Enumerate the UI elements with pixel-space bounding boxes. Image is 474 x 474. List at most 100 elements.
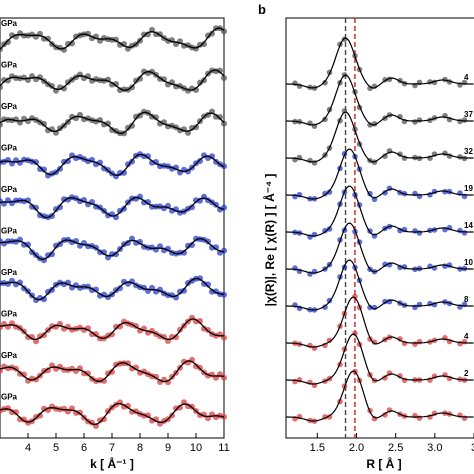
panel-b-data-point <box>322 190 328 197</box>
panel-a-data-point <box>145 153 151 160</box>
panel-a-data-point <box>153 114 159 121</box>
panel-b-data-point <box>371 304 378 311</box>
panel-b-data-point <box>326 189 333 195</box>
panel-a-fit-line <box>0 27 225 50</box>
panel-a-data-point <box>209 153 215 160</box>
panel-a-data-point <box>117 285 123 292</box>
panel-b-data-point <box>382 298 388 305</box>
panel-a-data-point <box>197 158 203 164</box>
panel-b-pressure-label: 4 <box>464 73 469 82</box>
panel-a-data-point <box>221 75 227 81</box>
panel-b-frame <box>285 17 474 439</box>
panel-a-data-point <box>217 67 223 74</box>
panel-b-fit-line <box>286 222 474 274</box>
panel-b-data-point <box>416 415 423 422</box>
panel-a-data-point <box>221 247 227 254</box>
panel-b-data-point <box>382 261 388 268</box>
panel-a-data-point <box>193 124 199 131</box>
panel-a-data-point <box>137 238 143 245</box>
panel-b-x-axis-label: R [ Å ] <box>366 456 401 471</box>
panel-a-x-tick-label: 6 <box>81 442 87 454</box>
panel-a-data-point <box>205 281 211 288</box>
panel-a-fit-line <box>0 69 225 91</box>
panel-a-pressure-label: GPa <box>1 102 18 111</box>
panel-a-data-point <box>25 241 31 248</box>
panel-a-data-point <box>113 81 119 87</box>
panel-b-data-point <box>382 375 388 381</box>
panel-a-data-point <box>77 409 83 416</box>
panel-a-x-tick-label: 10 <box>190 442 202 454</box>
panel-a-data-point <box>221 120 227 127</box>
panel-a-data-point <box>221 291 227 298</box>
panel-a-x-tick-label: 8 <box>137 442 143 454</box>
panel-b-x-tick-label: 3 <box>471 442 474 454</box>
panel-a-data-point <box>85 370 91 377</box>
panel-b-data-point <box>397 227 403 234</box>
panel-a-data-point <box>173 334 179 341</box>
panel-a-data-point <box>153 159 159 165</box>
panel-a-data-point <box>57 204 63 211</box>
panel-b-fit-line <box>286 185 474 237</box>
panel-a-x-tick-label: 4 <box>25 442 31 454</box>
panel-a-data-point <box>121 169 127 176</box>
panel-b-data-point <box>326 337 333 344</box>
panel-b-pressure-label: 32 <box>464 147 473 156</box>
panel-a-fit-line <box>0 237 225 260</box>
panel-a-data-point <box>109 331 115 338</box>
panel-b-chart: 1.5 2.0 2.5 3.0 3 4 37 32 19 14 10 8 4 2 <box>285 17 474 454</box>
panel-b-fit-line <box>286 370 474 422</box>
panel-a-pressure-label: GPa <box>1 185 18 194</box>
panel-a-data-point <box>49 251 55 258</box>
panel-a-data-point <box>217 114 223 121</box>
panel-b-x-tick-label: 2.0 <box>349 442 364 454</box>
panel-a-x-axis-label: k [ Å⁻¹ ] <box>90 456 134 471</box>
panel-a-data-point <box>61 85 67 92</box>
panel-a-fit-line <box>0 318 225 341</box>
panel-b-letter: b <box>258 2 266 17</box>
panel-b-pressure-label: 4 <box>464 332 469 341</box>
panel-b-pressure-label: 10 <box>464 258 473 267</box>
panel-a-fit-line <box>0 111 225 134</box>
panel-a-data-point <box>181 249 187 256</box>
panel-b-data-point <box>382 153 388 159</box>
panel-a-fit-line <box>0 360 225 383</box>
panel-a-data-point <box>37 412 43 419</box>
panel-b-data-point <box>352 293 358 300</box>
panel-a-pressure-label: GPa <box>1 144 18 153</box>
panel-b-data-point <box>416 338 423 345</box>
panel-a-data-point <box>33 159 39 166</box>
panel-b-data-point <box>367 122 373 128</box>
panel-b-fit-line <box>286 148 474 200</box>
panel-a-data-point <box>209 30 215 37</box>
panel-a-data-point <box>189 242 195 248</box>
panel-a-data-point <box>101 249 107 256</box>
panel-a-data-point <box>5 39 11 45</box>
panel-b-fit-line <box>286 37 474 89</box>
panel-a-data-point <box>101 377 107 384</box>
panel-a-pressure-label: GPa <box>1 310 18 319</box>
panel-a-data-point <box>189 204 195 211</box>
panel-a-fit-line <box>0 196 225 219</box>
panel-b-data-point <box>382 412 388 418</box>
panel-b-pressure-label: 14 <box>464 221 473 230</box>
panel-a-data-point <box>181 287 187 294</box>
panel-a-pressure-label: GPa <box>1 227 18 236</box>
panel-a-data-point <box>101 416 107 423</box>
panel-b-x-tick-label: 2.5 <box>388 442 403 454</box>
panel-a-pressure-label: GPa <box>1 268 18 277</box>
panel-b-data-point <box>416 230 423 236</box>
panel-b-fit-line <box>286 111 474 163</box>
panel-a-x-tick-label: 7 <box>109 442 115 454</box>
panel-b-data-point <box>322 227 328 234</box>
panel-a-fit-line <box>0 277 225 301</box>
panel-a-data-point <box>221 204 227 211</box>
panel-b-fit-line <box>286 296 474 348</box>
panel-a-data-point <box>109 368 115 375</box>
panel-a-data-point <box>113 251 119 258</box>
panel-a-data-point <box>93 331 99 338</box>
panel-b-data-point <box>322 79 328 86</box>
panel-a-data-point <box>137 75 143 82</box>
panel-b-data-point <box>326 226 333 232</box>
panel-a-fit-line <box>0 402 225 426</box>
